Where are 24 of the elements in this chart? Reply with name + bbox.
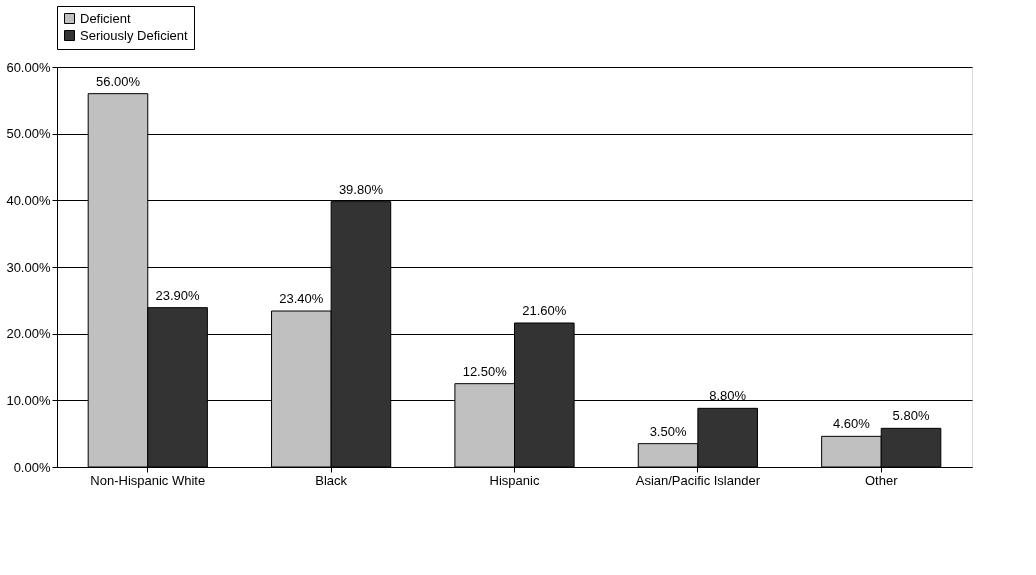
y-tick-label: 60.00%: [6, 59, 51, 75]
x-tick-label: Hispanic: [489, 472, 540, 488]
data-label: 39.80%: [338, 181, 384, 197]
x-tick-label: Asian/Pacific Islander: [635, 472, 761, 488]
data-label: 56.00%: [95, 73, 141, 89]
x-tick-label: Non-Hispanic White: [90, 472, 206, 488]
data-label: 21.60%: [522, 303, 567, 318]
x-tick-label: Black: [315, 472, 348, 488]
data-label: 5.80%: [892, 408, 930, 424]
data-label: 8.80%: [709, 388, 747, 404]
legend-label: Seriously Deficient: [80, 27, 189, 43]
legend-label: Deficient: [80, 10, 131, 26]
data-label: 23.90%: [155, 287, 201, 303]
data-label: 3.50%: [649, 423, 687, 439]
data-label: 23.40%: [279, 291, 324, 306]
y-tick-label: 30.00%: [6, 259, 51, 275]
data-label: 4.60%: [833, 416, 871, 432]
y-tick-label: 20.00%: [6, 326, 51, 342]
y-tick-label: 0.00%: [13, 459, 51, 475]
x-tick-label: Other: [864, 472, 899, 488]
data-label: 12.50%: [462, 363, 508, 379]
y-tick-label: 50.00%: [6, 126, 51, 142]
y-tick-label: 10.00%: [6, 392, 51, 408]
y-tick-label: 40.00%: [6, 192, 51, 208]
